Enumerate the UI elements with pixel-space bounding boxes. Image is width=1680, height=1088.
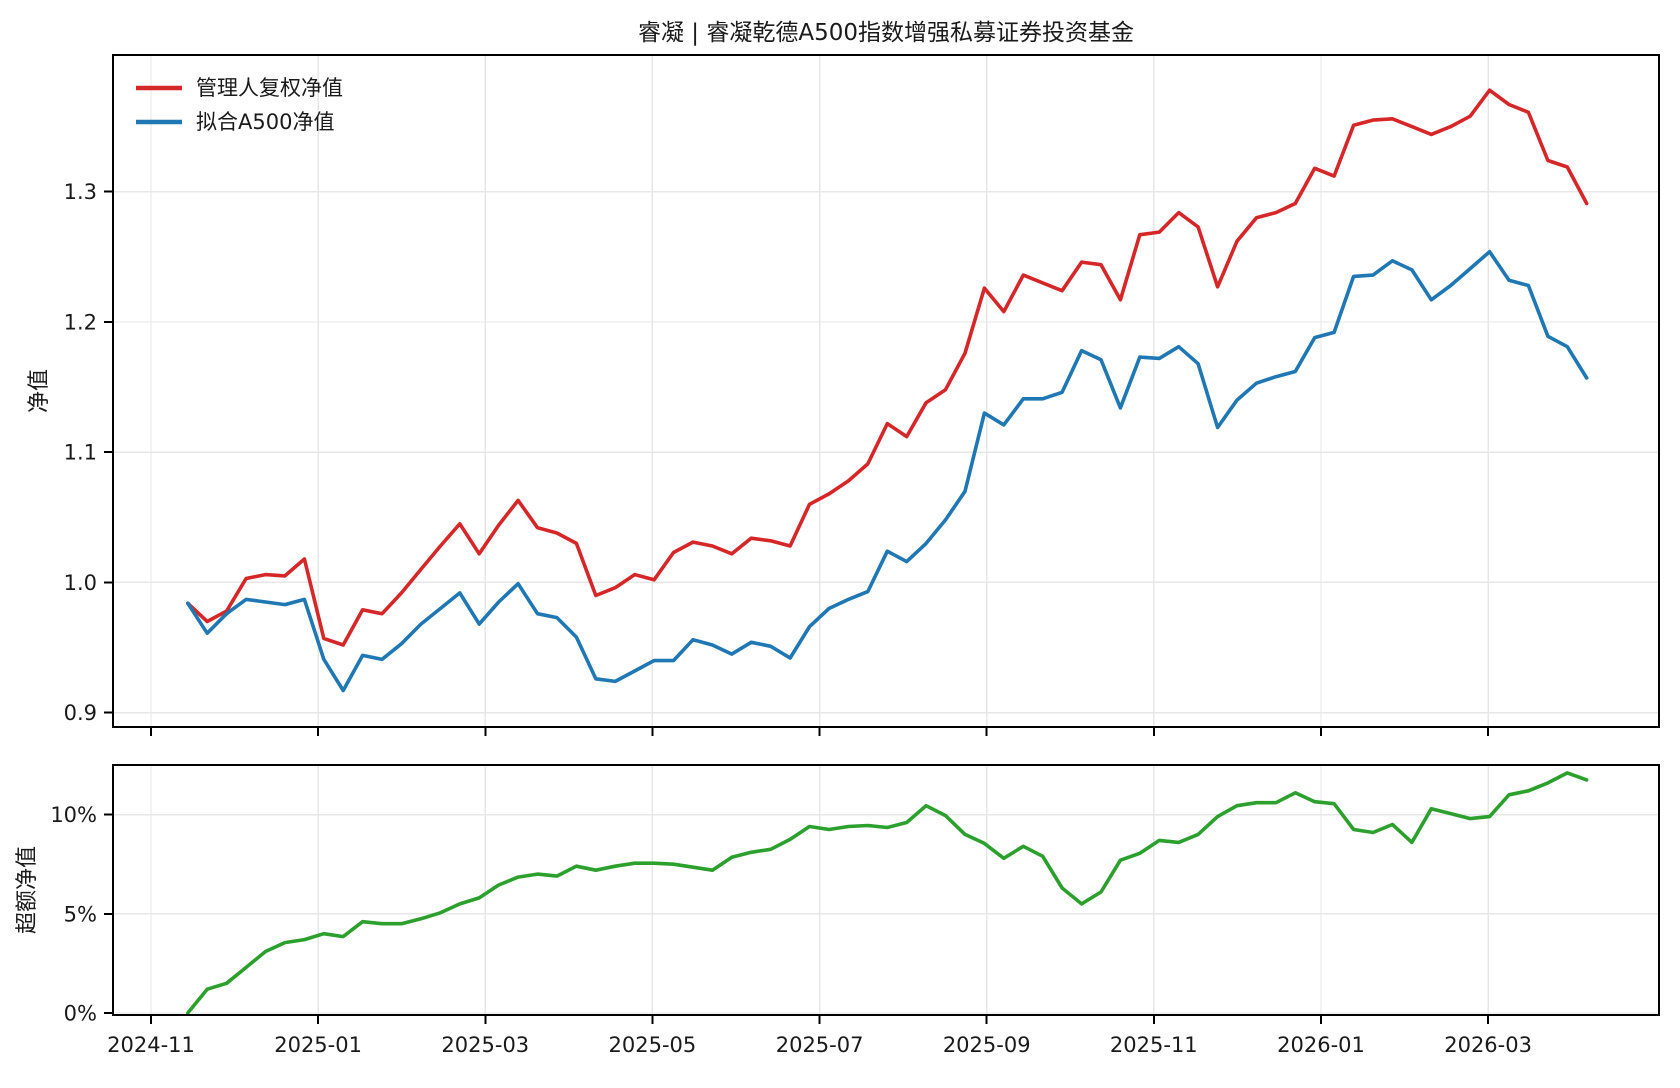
legend-label-manager-nav: 管理人复权净值 (196, 76, 343, 100)
y-tick-label: 1.0 (64, 571, 97, 595)
y-tick-label: 10% (50, 803, 97, 827)
legend: 管理人复权净值 拟合A500净值 (136, 76, 343, 134)
x-tick-label: 2025-05 (609, 1033, 697, 1057)
x-tick-label: 2025-01 (274, 1033, 362, 1057)
x-tick-label: 2024-11 (107, 1033, 195, 1057)
series-line-fitted-a500 (186, 249, 1589, 693)
y-tick-label: 0.9 (64, 701, 97, 725)
x-tick-label: 2025-09 (943, 1033, 1031, 1057)
y-tick-label: 1.1 (64, 441, 97, 465)
plot-frame (112, 54, 1660, 728)
x-tick-label: 2026-01 (1277, 1033, 1365, 1057)
series-line-manager-nav (186, 88, 1589, 647)
top-y-axis-label: 净值 (27, 369, 52, 413)
legend-item-manager-nav: 管理人复权净值 (136, 76, 343, 100)
bottom-y-axis-label: 超额净值 (15, 846, 40, 934)
legend-label-fitted-a500: 拟合A500净值 (196, 110, 334, 134)
y-tick-label: 0% (64, 1002, 97, 1026)
plot-frame (112, 764, 1660, 1016)
y-tick-label: 1.2 (64, 311, 97, 335)
axis-ticks (104, 190, 1490, 1024)
chart-title: 睿凝 | 睿凝乾德A500指数增强私募证券投资基金 (638, 20, 1134, 46)
legend-item-fitted-a500-nav: 拟合A500净值 (136, 110, 334, 134)
x-tick-label: 2026-03 (1444, 1033, 1532, 1057)
y-tick-label: 5% (64, 902, 97, 926)
x-tick-label: 2025-11 (1110, 1033, 1198, 1057)
axis-tick-labels: 0.9 1.0 1.1 1.2 1.3 0% 5% 10% 2024-11 2025-01 2025… (50, 180, 1532, 1057)
plot-frames (112, 54, 1660, 1016)
series-line-excess-nav (186, 771, 1589, 1015)
gridlines (113, 55, 1659, 1015)
x-tick-label: 2025-03 (441, 1033, 529, 1057)
y-tick-label: 1.3 (64, 180, 97, 204)
x-tick-label: 2025-07 (776, 1033, 864, 1057)
series-lines (186, 88, 1589, 1015)
